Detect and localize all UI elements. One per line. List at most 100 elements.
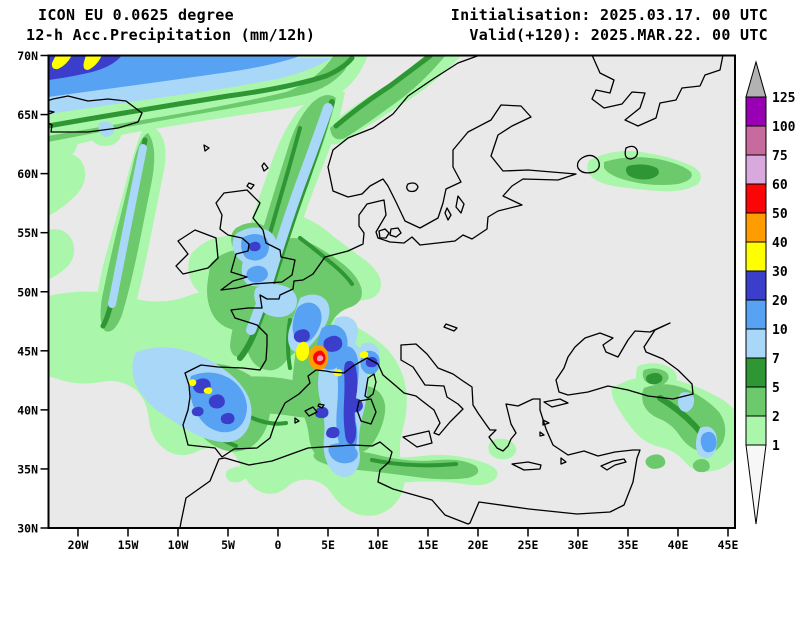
coastline-path: [179, 55, 641, 528]
lon-tick-label: 30E: [568, 538, 589, 552]
coastline-path: [555, 322, 694, 400]
precip-blob: [646, 372, 663, 385]
colorbar-band: [745, 125, 767, 156]
precip-blob: [293, 329, 343, 439]
coastline-path: [48, 95, 143, 133]
precip-blob: [51, 55, 102, 70]
lat-tick-label: 30N: [17, 522, 38, 536]
colorbar-value-label: 60: [772, 178, 788, 193]
colorbar-below-min-arrow: [745, 444, 767, 525]
colorbar-band: [745, 96, 767, 127]
coastline-path: [406, 145, 639, 332]
precip-blob: [330, 55, 446, 140]
lon-tick-label: 5E: [321, 538, 335, 552]
lon-tick-label: 5W: [221, 538, 235, 552]
precip-blob: [48, 115, 79, 168]
init-time-label: Initialisation: 2025.03.17. 00 UTC: [450, 6, 768, 24]
precip-blob: [333, 55, 433, 129]
colorbar-value-label: 5: [772, 381, 780, 396]
lon-tick-label: 20E: [468, 538, 489, 552]
colorbar-value-label: 100: [772, 120, 796, 135]
axis-ticks: [40, 54, 729, 537]
colorbar-value-label: 7: [772, 352, 780, 367]
colorbar-above-max-arrow: [745, 60, 767, 98]
colorbar-value-label: 1: [772, 439, 780, 454]
valid-time-label: Valid(+120): 2025.MAR.22. 00 UTC: [469, 26, 768, 44]
coastline-path: [294, 403, 325, 424]
coastline-path: [402, 430, 433, 448]
precip-blob: [48, 55, 355, 129]
precip-blob: [246, 265, 268, 283]
precip-blob: [645, 454, 710, 473]
lon-tick-label: 40E: [668, 538, 689, 552]
coastline-path: [511, 461, 542, 471]
lat-tick-label: 40N: [17, 403, 38, 417]
lon-tick-label: 35E: [618, 538, 639, 552]
product-title: 12-h Acc.Precipitation (mm/12h): [26, 26, 316, 44]
lat-tick-label: 70N: [17, 49, 38, 63]
precip-layer-20-30mm: [48, 55, 378, 445]
lon-tick-label: 10W: [168, 538, 189, 552]
model-title: ICON EU 0.0625 degree: [38, 6, 234, 24]
precip-blob: [48, 55, 352, 142]
precip-blob: [48, 229, 75, 279]
coastlines: [48, 55, 724, 528]
coastline-path: [364, 373, 377, 399]
lon-tick-label: 10E: [368, 538, 389, 552]
axis-labels: 70N 65N 60N 55N 50N 45N 40N 35N 30N 20W 15W 10W 5W 0 5…: [17, 49, 738, 552]
coastline-path: [591, 55, 724, 127]
precip-spot-60-75mm: [317, 355, 324, 362]
coastline-path: [543, 398, 569, 408]
colorbar-value-label: 50: [772, 207, 788, 222]
colorbar-value-label: 125: [772, 91, 795, 106]
coastline-path: [356, 398, 377, 425]
coastline-path: [215, 189, 296, 291]
precip-layer-30-40mm: [51, 55, 369, 394]
coastline-path: [378, 227, 402, 239]
colorbar-band: [745, 386, 767, 417]
precip-blob: [296, 341, 310, 361]
precip-blob: [248, 241, 261, 252]
lon-tick-label: 0: [275, 538, 282, 552]
lat-tick-label: 45N: [17, 344, 38, 358]
colorbar-value-label: 30: [772, 265, 788, 280]
lat-tick-label: 65N: [17, 108, 38, 122]
precip-blob: [48, 152, 86, 216]
colorbar-band: [745, 154, 767, 185]
colorbar-value-label: 75: [772, 149, 788, 164]
colorbar-band: [745, 241, 767, 272]
precip-layer-7-10mm-arcs: [108, 103, 333, 335]
precip-blob: [328, 443, 358, 464]
lat-tick-label: 55N: [17, 226, 38, 240]
colorbar-band: [745, 328, 767, 359]
coastline-path: [175, 229, 219, 275]
lat-tick-label: 35N: [17, 462, 38, 476]
colorbar-band: [745, 270, 767, 301]
lat-tick-label: 60N: [17, 167, 38, 181]
map-content: [48, 55, 735, 528]
precip-blob: [108, 144, 147, 308]
colorbar-band: [745, 299, 767, 330]
colorbar-value-label: 10: [772, 323, 788, 338]
precip-blob: [246, 103, 333, 335]
colorbar-value-label: 40: [772, 236, 788, 251]
precip-blob: [225, 466, 247, 483]
coastline-path: [539, 419, 567, 465]
lon-tick-label: 25E: [518, 538, 539, 552]
precip-blob: [700, 431, 717, 453]
colorbar-band: [745, 183, 767, 214]
coastline-path: [600, 458, 627, 471]
lon-tick-label: 45E: [718, 538, 739, 552]
precip-blob: [187, 351, 369, 394]
precip-blob: [370, 458, 458, 468]
precip-blob: [48, 56, 300, 97]
lat-tick-label: 50N: [17, 285, 38, 299]
precip-blob: [626, 164, 659, 180]
coastline-path: [203, 144, 269, 190]
colorbar-value-label: 20: [772, 294, 788, 309]
coastline-path: [444, 195, 465, 221]
colorbar-band: [745, 415, 767, 446]
